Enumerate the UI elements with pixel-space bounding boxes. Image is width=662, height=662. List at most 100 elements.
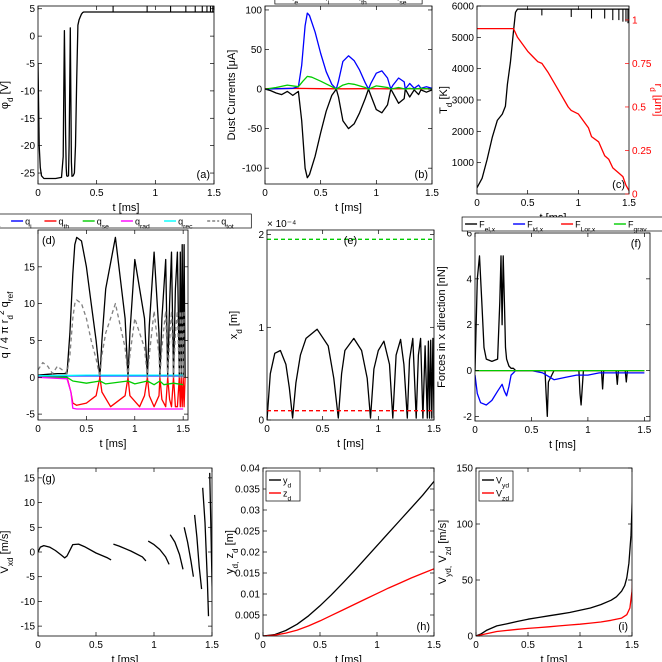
y-tick-label: 3000 <box>452 96 475 107</box>
series-line-V_xd-7 <box>202 487 210 617</box>
y-tick-label: 0 <box>466 366 472 377</box>
chart-panel-b: 0 0.5 1 1.5 100 50 0 -50 -100 t [ms] Dust Currents… <box>226 0 439 214</box>
x-tick-label: 0 <box>264 424 270 435</box>
chart-panel-h: 0 0.5 1 1.5 0.04 0.035 0.03 0.025 0.02 0.015 0.01 0… <box>224 464 441 662</box>
series-line-y_d <box>263 480 434 636</box>
y-tick-label: 15 <box>24 262 36 273</box>
axes-frame <box>474 232 651 422</box>
y-tick-label: -10 <box>21 597 36 608</box>
series-line-V_xd-5 <box>183 527 195 577</box>
y-tick-label: 5 <box>29 523 35 534</box>
plot-area-h <box>263 480 434 636</box>
x-tick-label: 0.5 <box>313 640 327 651</box>
y-axis-label: Vxd [m/s] <box>0 531 15 574</box>
y-tick-label: 0 <box>29 32 35 43</box>
panel-label: (i) <box>618 621 628 633</box>
panel-label: (e) <box>344 235 357 247</box>
series-line-I_e <box>265 88 432 179</box>
x-axis-label: t [ms] <box>335 202 362 214</box>
x-axis-label: t [ms] <box>113 202 140 214</box>
y-tick-label: 150 <box>456 464 473 475</box>
legend-label: Vyd <box>496 476 509 490</box>
chart-panel-c: 0 0.5 1 1.5 6000 5000 4000 3000 2000 1000 1 0.75 0.5… <box>438 2 662 225</box>
y-right-axis-label: rd [μm] <box>649 84 662 117</box>
x-tick-label: 1 <box>576 198 582 209</box>
y-right-tick-label: 1 <box>632 15 638 26</box>
y-tick-label: -10 <box>21 86 36 97</box>
x-tick-label: 0 <box>260 640 266 651</box>
series-line-z_d <box>263 568 434 636</box>
series-line-r_d <box>477 27 629 192</box>
x-axis-label: t [ms] <box>100 438 127 450</box>
series-line-V_xd-4 <box>169 534 184 570</box>
series-line-q_th <box>38 376 186 408</box>
legend-label: Fel,x <box>479 220 496 234</box>
legend-box <box>274 0 423 5</box>
chart-panel-g: 0 0.5 1 1.5 15 10 5 0 -5 -10 -15 t [ms] Vxd [m/s] (g) <box>0 467 219 662</box>
x-axis-label: t [ms] <box>335 654 362 662</box>
y-tick-label: 2 <box>258 230 264 241</box>
x-tick-label: 1 <box>577 640 583 651</box>
chart-panel-i: 0 0.5 1 1.5 150 100 50 0 t [ms] Vyd, Vzd [m/s] (i)… <box>437 464 639 662</box>
legend-label: qth <box>58 217 69 231</box>
x-tick-label: 0.5 <box>521 198 535 209</box>
y-tick-label: -5 <box>26 59 35 70</box>
y-tick-label: 0.025 <box>235 527 260 538</box>
x-tick-label: 0 <box>473 640 479 651</box>
y-tick-label: 0.04 <box>241 464 261 475</box>
series-line-q_rec <box>38 374 184 377</box>
plot-area-a <box>38 6 214 180</box>
series-line-V_xd-1 <box>38 543 112 561</box>
y-tick-label: 4000 <box>452 64 475 75</box>
x-tick-label: 0.5 <box>79 424 93 435</box>
series-line-V_xd-3 <box>147 540 170 565</box>
chart-panel-e: 0 0.5 1 1.5 2 1 0 t [ms] xd [m] × 10⁻⁴ (e) <box>228 219 441 450</box>
y-tick-label: 0.015 <box>235 569 260 580</box>
x-tick-label: 1 <box>374 188 380 199</box>
x-tick-label: 1 <box>153 188 159 199</box>
series-line-φd <box>38 11 214 180</box>
y-tick-label: -20 <box>21 141 36 152</box>
legend-box <box>265 470 301 502</box>
series-line-F_el,x <box>475 255 645 418</box>
x-tick-label: 1.5 <box>625 640 639 651</box>
y-tick-label: -5 <box>26 410 35 421</box>
x-tick-label: 0 <box>35 640 41 651</box>
axes-frame <box>476 5 630 195</box>
legend-label: qrec <box>178 217 193 231</box>
x-tick-label: 1.5 <box>427 424 441 435</box>
panel-label: (c) <box>612 179 625 191</box>
y-axis-label: Forces in x direction [nN] <box>436 266 448 388</box>
y-tick-label: 1000 <box>452 158 475 169</box>
legend-label: Ii <box>325 0 330 6</box>
x-axis-label: t [ms] <box>541 654 568 662</box>
x-tick-label: 0 <box>35 424 41 435</box>
y-right-tick-label: 0.5 <box>632 102 646 113</box>
y-tick-label: 5000 <box>452 33 475 44</box>
y-tick-label: 5 <box>29 336 35 347</box>
y-tick-label: 100 <box>245 5 262 16</box>
y-tick-label: 50 <box>251 45 263 56</box>
panel-label: (f) <box>631 238 641 250</box>
x-tick-label: 1.5 <box>637 425 651 436</box>
plot-area-f <box>475 255 645 418</box>
legend-label: Ise <box>397 0 407 6</box>
series-line-q_se <box>38 376 184 386</box>
y-tick-label: 0 <box>256 85 262 96</box>
panel-label: (h) <box>417 621 430 633</box>
x-tick-label: 0.5 <box>521 640 535 651</box>
series-line-F_id,x <box>475 369 645 406</box>
y-axis-label: xd [m] <box>228 311 244 339</box>
legend-label: qrad <box>135 217 150 231</box>
series-line-V_yd <box>476 485 632 636</box>
y-tick-label: 4 <box>466 274 472 285</box>
series-line-V_xd-6 <box>193 514 203 590</box>
series-line-q_e <box>38 236 186 378</box>
x-tick-label: 0.5 <box>314 188 328 199</box>
y-axis-label: Dust Currents [μA] <box>226 50 238 141</box>
y-axis-label: Td [K] <box>438 86 454 114</box>
y-tick-label: -100 <box>242 164 262 175</box>
